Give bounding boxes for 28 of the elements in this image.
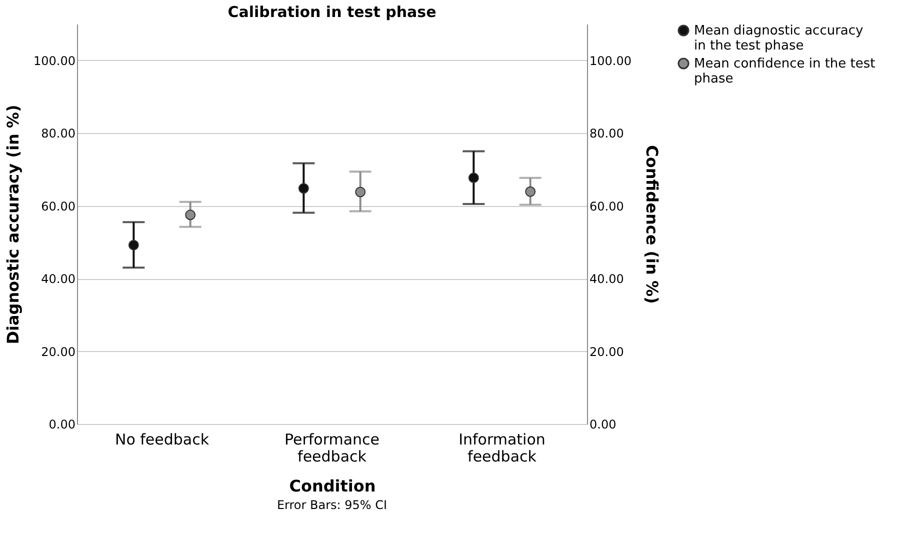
y-tick-label: 20.00 xyxy=(41,344,76,359)
y2-tick-label: 40.00 xyxy=(590,272,624,286)
y2-tick-label: 20.00 xyxy=(590,344,624,359)
y-axis-title: Diagnostic accuracy (in %) xyxy=(4,104,23,344)
y-tick-label: 40.00 xyxy=(41,272,76,286)
y2-tick-label: 60.00 xyxy=(590,199,624,214)
point xyxy=(525,186,536,197)
x-tick-label: No feedback xyxy=(114,430,210,448)
point xyxy=(185,210,196,220)
legend-label: Mean confidence in the test phase xyxy=(694,56,876,86)
x-axis-title: Condition xyxy=(289,476,376,496)
y-tick-label: 100.00 xyxy=(34,54,76,68)
text: Error Bars: 95% CI xyxy=(276,498,388,512)
chart-title: Calibration in test phase xyxy=(228,3,436,21)
y-tick-label: 80.00 xyxy=(41,126,76,141)
point xyxy=(298,183,309,194)
point xyxy=(468,172,479,184)
legend-label: Mean diagnostic accuracy in the test phase xyxy=(694,24,864,54)
y2-tick-label: 80.00 xyxy=(590,126,624,141)
point xyxy=(128,240,139,250)
y2-tick-label: 100.00 xyxy=(590,54,632,68)
point xyxy=(355,186,366,198)
x-tick-label: Performance feedback xyxy=(284,430,380,466)
y-tick-label: 0.00 xyxy=(48,418,76,432)
y-tick-label: 60.00 xyxy=(41,199,76,214)
y2-axis-title: Confidence (in %) xyxy=(642,145,662,304)
y2-tick-label: 0.00 xyxy=(590,418,616,432)
x-tick-label: Information feedback xyxy=(458,430,546,466)
